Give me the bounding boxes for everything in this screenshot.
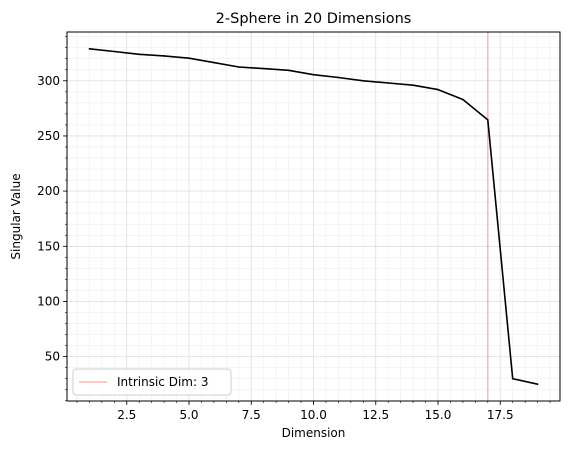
data-point (337, 76, 340, 79)
x-axis-title: Dimension (282, 426, 346, 440)
x-tick-label: 15.0 (425, 408, 452, 422)
data-point (412, 84, 414, 86)
data-point (188, 57, 190, 59)
y-axis-title: Singular Value (9, 173, 23, 259)
legend: Intrinsic Dim: 3 (72, 368, 232, 396)
data-point (138, 53, 141, 56)
data-point (163, 55, 165, 57)
data-point (536, 383, 539, 386)
data-point (437, 88, 439, 91)
x-tick-label: 5.0 (179, 408, 198, 422)
data-point (511, 377, 514, 380)
data-point (213, 61, 215, 64)
x-tick-label: 12.5 (362, 408, 389, 422)
data-point (113, 50, 116, 53)
y-tick-label: 50 (45, 350, 60, 364)
x-tick-label: 7.5 (242, 408, 261, 422)
data-point (362, 79, 365, 82)
legend-label: Intrinsic Dim: 3 (117, 375, 208, 389)
grid (67, 32, 560, 402)
y-tick-label: 150 (37, 239, 60, 253)
ticks: 2.5 5.0 7.5 10.0 12.5 15.0 17.5 50 100 150 200 250 3… (37, 36, 551, 422)
y-tick-label: 100 (37, 294, 60, 308)
y-tick-label: 200 (37, 184, 60, 198)
y-tick-label: 250 (37, 129, 60, 143)
data-point (238, 66, 240, 68)
series-group (88, 47, 539, 386)
x-tick-label: 17.5 (487, 408, 514, 422)
data-point (387, 82, 389, 84)
x-tick-label: 2.5 (117, 408, 136, 422)
y-tick-label: 300 (37, 74, 60, 88)
chart-title: 2-Sphere in 20 Dimensions (216, 11, 412, 27)
legend-box (72, 368, 232, 396)
data-point (462, 98, 464, 101)
data-point (88, 47, 91, 50)
data-point (312, 73, 315, 76)
data-point (262, 67, 265, 70)
data-point (486, 119, 489, 121)
data-point (287, 69, 290, 72)
x-tick-label: 10.0 (300, 408, 327, 422)
